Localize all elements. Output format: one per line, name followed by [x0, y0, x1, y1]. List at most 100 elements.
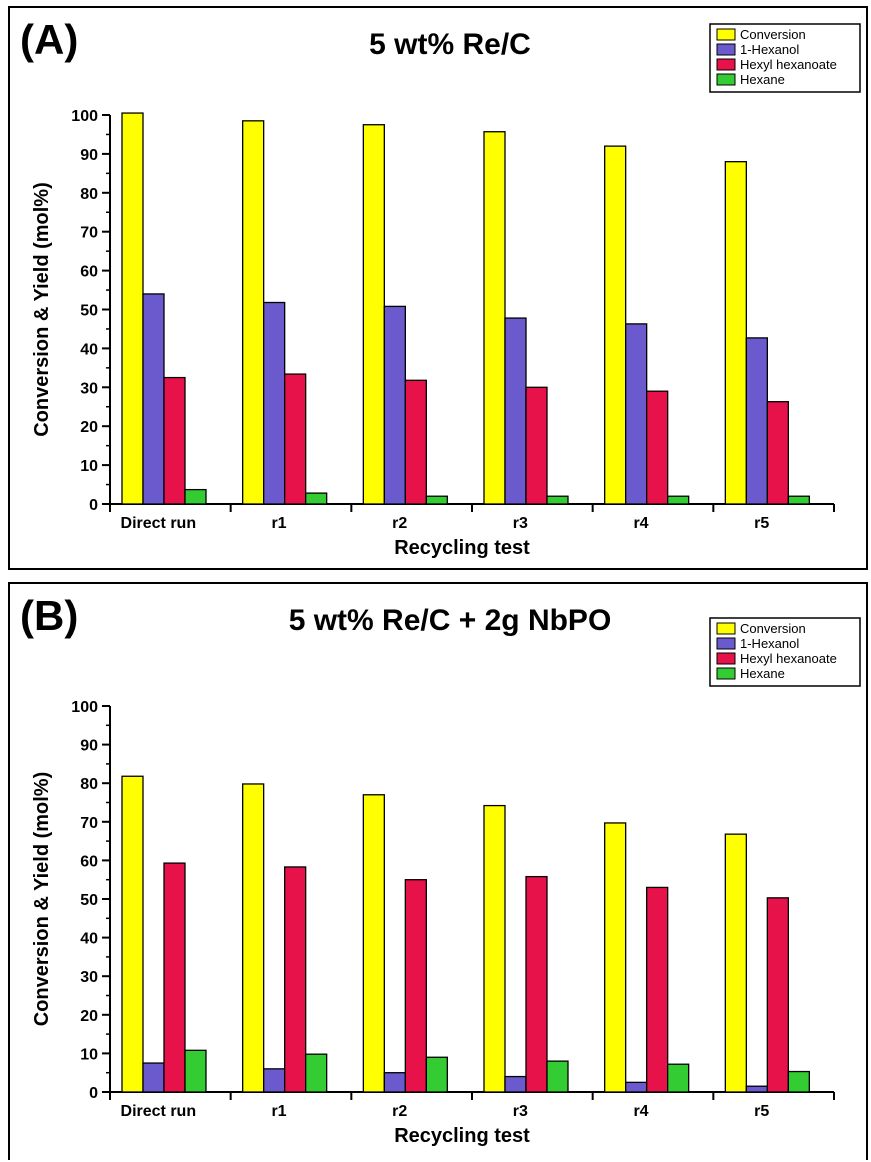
bar-hexane	[667, 1063, 690, 1093]
bar-hexane	[787, 495, 810, 505]
chart-title: 5 wt% Re/C + 2g NbPO	[289, 604, 612, 637]
y-axis-title: Conversion & Yield (mol%)	[31, 772, 53, 1026]
bar-hexyl-hexanoate	[163, 376, 186, 505]
y-axis-title: Conversion & Yield (mol%)	[31, 182, 53, 436]
chart-panel-a: (A) 5 wt% Re/C 0 10 20 30 40 50 60 70 80 90 100 Direc…	[8, 6, 868, 570]
x-tick-label: Direct run	[121, 515, 197, 532]
legend-swatch	[716, 28, 736, 41]
bar-conversion	[121, 112, 144, 505]
y-tick-label: 40	[80, 341, 98, 358]
bar-conversion	[483, 131, 506, 505]
y-tick-label: 70	[80, 815, 98, 832]
x-axis-title: Recycling test	[394, 537, 530, 559]
legend-label: Conversion	[740, 621, 806, 636]
legend-label: Hexane	[740, 72, 785, 87]
y-tick-label: 50	[80, 303, 98, 320]
legend-label: 1-Hexanol	[740, 636, 799, 651]
bar-1-hexanol	[625, 323, 648, 505]
bar-hexyl-hexanoate	[525, 875, 548, 1093]
bar-hexyl-hexanoate	[404, 879, 427, 1093]
bar-hexane	[546, 1060, 569, 1093]
bar-hexyl-hexanoate	[284, 866, 307, 1093]
y-tick-label: 0	[89, 497, 98, 514]
bar-conversion	[242, 783, 265, 1093]
legend-label: Conversion	[740, 27, 806, 42]
bar-hexyl-hexanoate	[163, 862, 186, 1093]
bar-hexyl-hexanoate	[525, 386, 548, 505]
y-tick-label: 60	[80, 853, 98, 870]
bar-hexane	[667, 495, 690, 505]
x-tick-label: r5	[754, 515, 769, 532]
x-axis-title: Recycling test	[394, 1125, 530, 1147]
y-tick-label: 90	[80, 147, 98, 164]
bar-hexane	[425, 1056, 448, 1093]
x-tick-label: r3	[513, 1103, 528, 1120]
bar-1-hexanol	[383, 305, 406, 505]
bar-hexyl-hexanoate	[404, 379, 427, 505]
bar-1-hexanol	[383, 1072, 406, 1093]
legend-label: 1-Hexanol	[740, 42, 799, 57]
legend-swatch	[716, 73, 736, 86]
y-tick-label: 20	[80, 1008, 98, 1025]
bar-hexane	[305, 492, 328, 505]
bar-hexyl-hexanoate	[284, 373, 307, 505]
bar-conversion	[604, 822, 627, 1093]
bar-hexane	[305, 1053, 328, 1093]
y-tick-label: 60	[80, 264, 98, 281]
bar-hexyl-hexanoate	[766, 897, 789, 1093]
y-tick-label: 50	[80, 892, 98, 909]
y-tick-label: 30	[80, 380, 98, 397]
x-tick-label: r1	[271, 1103, 286, 1120]
bar-hexane	[184, 488, 207, 505]
x-tick-label: r1	[271, 515, 286, 532]
bar-hexane	[425, 495, 448, 505]
x-tick-label: Direct run	[121, 1103, 197, 1120]
bar-conversion	[242, 120, 265, 505]
bar-hexane	[546, 495, 569, 505]
bar-1-hexanol	[625, 1081, 648, 1093]
panel-label: (A)	[20, 16, 78, 63]
bar-conversion	[604, 145, 627, 505]
bar-conversion	[362, 794, 385, 1093]
y-tick-label: 70	[80, 225, 98, 242]
panel-label: (B)	[20, 592, 78, 639]
x-tick-label: r5	[754, 1103, 769, 1120]
x-tick-label: r4	[633, 515, 648, 532]
chart-panel-b: (B) 5 wt% Re/C + 2g NbPO 0 10 20 30 40 50 60 70 80…	[8, 582, 868, 1160]
x-tick-label: r2	[392, 515, 407, 532]
bar-1-hexanol	[263, 301, 286, 505]
bar-1-hexanol	[745, 337, 768, 505]
bar-conversion	[724, 833, 747, 1093]
y-tick-label: 10	[80, 458, 98, 475]
y-tick-label: 40	[80, 931, 98, 948]
x-tick-label: r3	[513, 515, 528, 532]
legend-swatch	[716, 58, 736, 71]
y-tick-label: 0	[89, 1085, 98, 1102]
bar-1-hexanol	[745, 1085, 768, 1093]
legend-label: Hexyl hexanoate	[740, 651, 837, 666]
y-tick-label: 80	[80, 776, 98, 793]
bar-1-hexanol	[504, 1075, 527, 1093]
y-tick-label: 90	[80, 738, 98, 755]
chart-a-svg: (A) 5 wt% Re/C 0 10 20 30 40 50 60 70 80 90 100 Direc…	[20, 16, 861, 559]
legend-swatch	[716, 652, 736, 665]
chart-title: 5 wt% Re/C	[369, 28, 531, 61]
legend-label: Hexyl hexanoate	[740, 57, 837, 72]
bar-1-hexanol	[504, 317, 527, 505]
y-tick-label: 20	[80, 419, 98, 436]
x-tick-label: r4	[633, 1103, 648, 1120]
bar-1-hexanol	[142, 1062, 165, 1093]
y-tick-label: 100	[71, 699, 98, 716]
bar-hexane	[787, 1070, 810, 1093]
bar-1-hexanol	[142, 293, 165, 505]
bar-conversion	[724, 161, 747, 505]
bar-hexyl-hexanoate	[766, 401, 789, 505]
legend-swatch	[716, 667, 736, 680]
y-tick-label: 80	[80, 186, 98, 203]
legend-swatch	[716, 637, 736, 650]
bar-hexyl-hexanoate	[646, 390, 669, 505]
y-tick-label: 10	[80, 1046, 98, 1063]
legend-swatch	[716, 43, 736, 56]
bar-hexane	[184, 1049, 207, 1093]
legend-swatch	[716, 622, 736, 635]
